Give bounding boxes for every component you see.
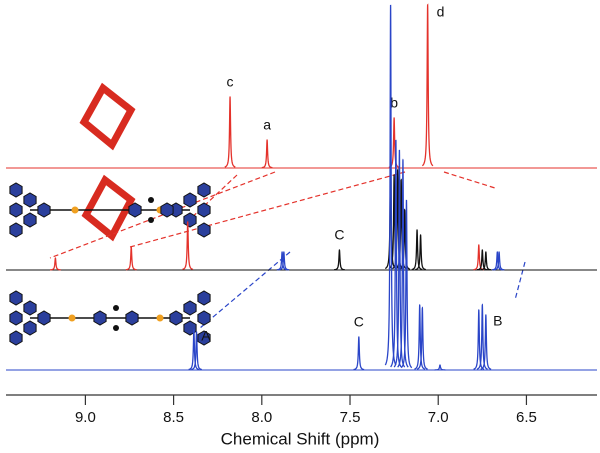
- ring-icon: [23, 212, 37, 228]
- atom-icon: [113, 305, 119, 311]
- peak: [493, 251, 505, 271]
- peak: [278, 251, 290, 271]
- peak-label: A: [201, 328, 211, 344]
- ring-icon: [37, 310, 51, 326]
- cage-icon: [81, 174, 136, 242]
- peak-label: a: [263, 117, 271, 133]
- x-tick-label: 7.0: [428, 409, 449, 426]
- peak: [480, 314, 492, 370]
- ring-icon: [37, 202, 51, 218]
- peak: [411, 229, 423, 271]
- ring-icon: [183, 300, 197, 316]
- ring-icon: [9, 330, 23, 346]
- decorations: [9, 82, 526, 346]
- ring-icon: [9, 202, 23, 218]
- connector: [199, 251, 291, 329]
- peak-label: b: [390, 95, 398, 111]
- peak: [50, 257, 61, 271]
- ring-icon: [23, 192, 37, 208]
- ring-icon: [128, 202, 142, 218]
- peak-label: B: [493, 313, 502, 329]
- x-tick-label: 8.5: [163, 409, 184, 426]
- ring-icon: [160, 202, 174, 218]
- atom-icon: [71, 206, 79, 214]
- ring-icon: [197, 310, 211, 326]
- peak: [334, 249, 345, 271]
- connectors: [49, 171, 526, 329]
- ring-icon: [23, 320, 37, 336]
- ring-icon: [197, 330, 211, 346]
- peak: [353, 336, 365, 371]
- ring-icon: [9, 310, 23, 326]
- peak-label: C: [334, 227, 344, 243]
- atom-icon: [148, 197, 154, 203]
- ring-icon: [125, 310, 139, 326]
- atom-icon: [148, 217, 154, 223]
- connector: [186, 174, 238, 223]
- peak: [414, 304, 426, 370]
- peak-label: C: [354, 314, 364, 330]
- ring-icon: [183, 320, 197, 336]
- peak: [400, 199, 413, 369]
- peak: [476, 249, 488, 271]
- peak: [473, 244, 485, 271]
- x-tick-label: 9.0: [75, 409, 96, 426]
- peak: [188, 329, 200, 371]
- peak: [191, 331, 202, 371]
- connector: [514, 261, 526, 301]
- ring-icon: [169, 310, 183, 326]
- peak: [224, 96, 236, 168]
- ring-icon: [183, 212, 197, 228]
- peak: [434, 364, 446, 371]
- peak: [384, 4, 397, 366]
- atom-icon: [68, 314, 76, 322]
- atom-icon: [113, 325, 119, 331]
- peak-label: d: [437, 4, 445, 20]
- peak: [390, 139, 402, 368]
- ring-icon: [183, 192, 197, 208]
- ring-icon: [23, 300, 37, 316]
- ring-icon: [9, 290, 23, 306]
- peak: [261, 139, 273, 169]
- peak: [397, 158, 409, 368]
- peak: [125, 246, 137, 271]
- ring-icon: [9, 182, 23, 198]
- x-tick-label: 8.0: [251, 409, 272, 426]
- ring-icon: [197, 222, 211, 238]
- peak: [182, 221, 194, 270]
- x-axis-label: Chemical Shift (ppm): [221, 429, 380, 448]
- ring-icon: [197, 290, 211, 306]
- peak: [276, 251, 288, 271]
- peak: [415, 234, 427, 271]
- cage-icon: [79, 82, 136, 151]
- ring-icon: [197, 182, 211, 198]
- x-tick-label: 6.5: [516, 409, 537, 426]
- ring-icon: [9, 222, 23, 238]
- x-tick-label: 7.5: [340, 409, 361, 426]
- peak-label: c: [227, 74, 234, 90]
- ring-icon: [197, 202, 211, 218]
- peak: [473, 309, 485, 370]
- peak: [476, 303, 488, 370]
- connector: [49, 171, 276, 259]
- ring-icon: [93, 310, 107, 326]
- peak: [421, 3, 434, 167]
- peak: [416, 306, 428, 370]
- peak: [491, 251, 503, 271]
- peak: [480, 251, 492, 271]
- peak: [393, 149, 406, 368]
- atom-icon: [156, 314, 164, 322]
- connector: [443, 171, 496, 189]
